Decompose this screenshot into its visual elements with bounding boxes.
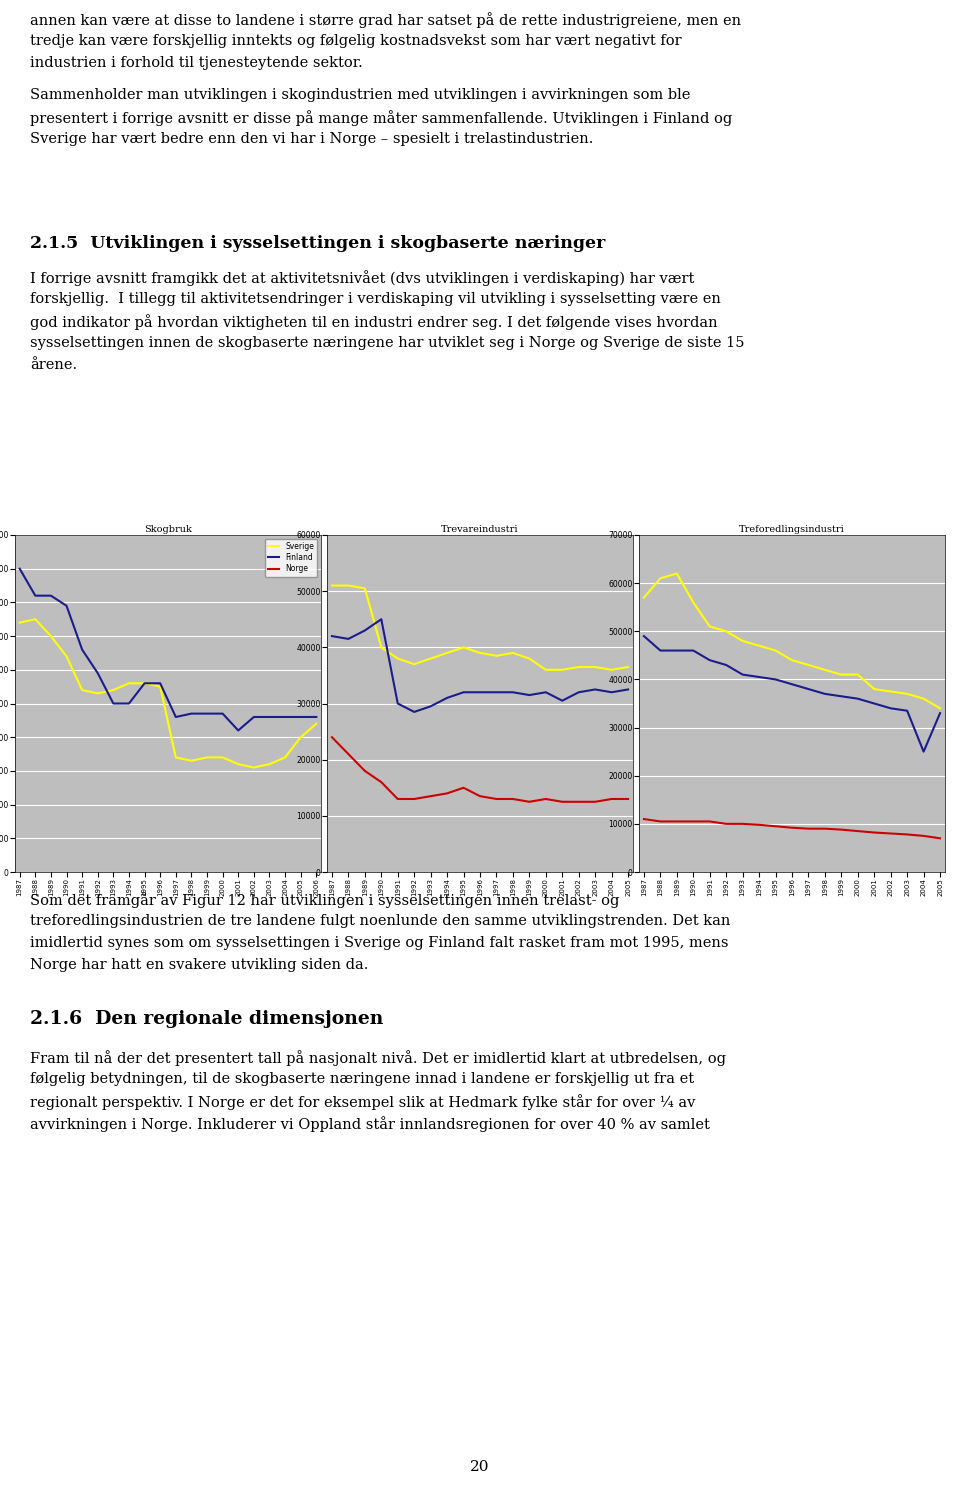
- Text: presentert i forrige avsnitt er disse på mange måter sammenfallende. Utviklingen: presentert i forrige avsnitt er disse på…: [30, 110, 732, 125]
- Text: Fram til nå der det presentert tall på nasjonalt nivå. Det er imidlertid klart a: Fram til nå der det presentert tall på n…: [30, 1050, 726, 1066]
- Text: I forrige avsnitt framgikk det at aktivitetsnivået (dvs utviklingen i verdiskapi: I forrige avsnitt framgikk det at aktivi…: [30, 270, 694, 285]
- Title: Treforedlingsindustri: Treforedlingsindustri: [739, 526, 845, 534]
- Text: følgelig betydningen, til de skogbaserte næringene innad i landene er forskjelli: følgelig betydningen, til de skogbaserte…: [30, 1072, 694, 1085]
- Text: forskjellig.  I tillegg til aktivitetsendringer i verdiskaping vil utvikling i s: forskjellig. I tillegg til aktivitetsend…: [30, 293, 721, 306]
- Text: god indikator på hvordan viktigheten til en industri endrer seg. I det følgende : god indikator på hvordan viktigheten til…: [30, 314, 718, 330]
- Text: industrien i forhold til tjenesteytende sektor.: industrien i forhold til tjenesteytende …: [30, 57, 363, 70]
- Text: annen kan være at disse to landene i større grad har satset på de rette industri: annen kan være at disse to landene i stø…: [30, 12, 741, 28]
- Text: imidlertid synes som om sysselsettingen i Sverige og Finland falt rasket fram mo: imidlertid synes som om sysselsettingen …: [30, 936, 729, 950]
- Text: 2.1.5  Utviklingen i sysselsettingen i skogbaserte næringer: 2.1.5 Utviklingen i sysselsettingen i sk…: [30, 234, 606, 252]
- Text: Sammenholder man utviklingen i skogindustrien med utviklingen i avvirkningen som: Sammenholder man utviklingen i skogindus…: [30, 88, 690, 102]
- Text: Norge har hatt en svakere utvikling siden da.: Norge har hatt en svakere utvikling side…: [30, 959, 369, 972]
- Text: regionalt perspektiv. I Norge er det for eksempel slik at Hedmark fylke står for: regionalt perspektiv. I Norge er det for…: [30, 1094, 695, 1109]
- Text: Sverige har vært bedre enn den vi har i Norge – spesielt i trelastindustrien.: Sverige har vært bedre enn den vi har i …: [30, 131, 593, 146]
- Text: treforedlingsindustrien de tre landene fulgt noenlunde den samme utviklingstrend: treforedlingsindustrien de tre landene f…: [30, 914, 731, 929]
- Title: Trevareindustri: Trevareindustri: [442, 526, 518, 534]
- Text: tredje kan være forskjellig inntekts og følgelig kostnadsvekst som har vært nega: tredje kan være forskjellig inntekts og …: [30, 34, 682, 48]
- Text: sysselsettingen innen de skogbaserte næringene har utviklet seg i Norge og Sveri: sysselsettingen innen de skogbaserte nær…: [30, 336, 745, 349]
- Legend: Sverige, Finland, Norge: Sverige, Finland, Norge: [265, 539, 317, 576]
- Text: årene.: årene.: [30, 358, 77, 372]
- Title: Skogbruk: Skogbruk: [144, 526, 192, 534]
- Text: 20: 20: [470, 1460, 490, 1474]
- Text: Som det framgår av Figur 12 har utviklingen i sysselsettingen innen trelast- og: Som det framgår av Figur 12 har utviklin…: [30, 891, 619, 908]
- Text: 2.1.6  Den regionale dimensjonen: 2.1.6 Den regionale dimensjonen: [30, 1009, 383, 1029]
- Text: avvirkningen i Norge. Inkluderer vi Oppland står innlandsregionen for over 40 % : avvirkningen i Norge. Inkluderer vi Oppl…: [30, 1115, 709, 1132]
